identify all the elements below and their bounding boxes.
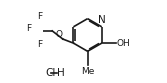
Text: N: N bbox=[98, 15, 106, 25]
Text: F: F bbox=[37, 12, 42, 21]
Text: F: F bbox=[26, 24, 31, 33]
Text: O: O bbox=[55, 30, 62, 39]
Text: Cl: Cl bbox=[45, 67, 55, 78]
Text: Me: Me bbox=[81, 67, 94, 76]
Text: OH: OH bbox=[117, 39, 130, 48]
Text: F: F bbox=[37, 40, 42, 49]
Text: H: H bbox=[57, 67, 65, 78]
